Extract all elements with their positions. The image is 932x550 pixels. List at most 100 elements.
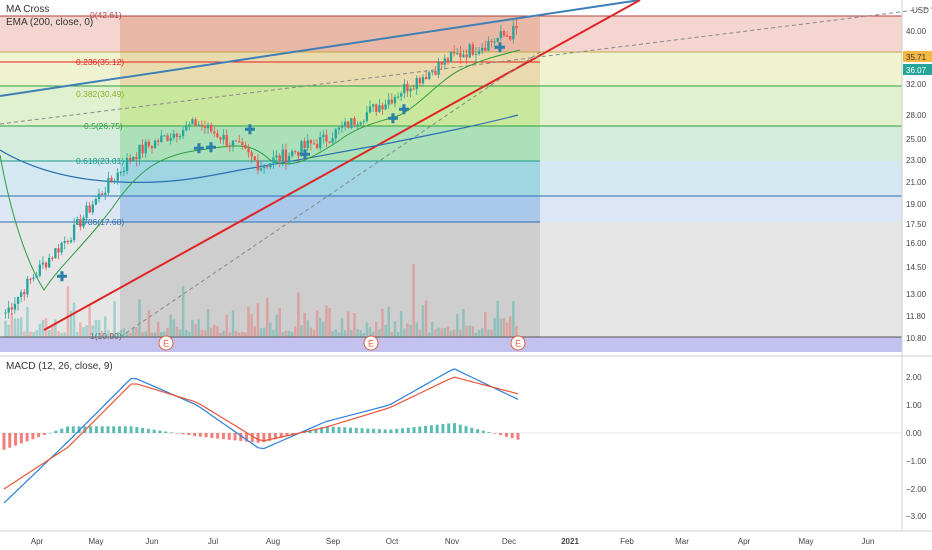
fib-diagonal-line xyxy=(119,51,541,338)
fib-label-0382: 0.382(30.49) xyxy=(76,89,124,99)
volume-bar xyxy=(424,300,428,337)
volume-bar xyxy=(29,331,32,337)
cross-marker: ✚ xyxy=(300,147,311,162)
candle-body xyxy=(452,51,456,54)
macd-histogram-bar xyxy=(435,424,439,433)
macd-histogram-bar xyxy=(204,433,208,438)
volume-bar xyxy=(384,324,387,337)
macd-histogram-bar xyxy=(100,426,104,433)
volume-bar xyxy=(13,318,17,337)
signal-line xyxy=(3,376,519,490)
candle-body xyxy=(303,141,306,148)
volume-bar xyxy=(502,318,506,337)
fib-label-0618: 0.618(23.01) xyxy=(76,156,124,166)
time-tick: May xyxy=(798,537,813,546)
macd-histogram-bar xyxy=(216,433,220,439)
volume-bar xyxy=(371,331,375,337)
volume-bar xyxy=(455,314,459,337)
candle-body xyxy=(381,105,384,110)
fib-zone-0618-left xyxy=(0,161,120,196)
volume-bar xyxy=(315,310,319,337)
candle-body xyxy=(325,134,328,142)
candle-body xyxy=(10,307,13,310)
macd-histogram-bar xyxy=(221,433,225,440)
earnings-marker[interactable]: E xyxy=(510,335,526,351)
cross-marker: ✚ xyxy=(206,140,217,155)
macd-histogram-bar xyxy=(412,427,416,433)
candle-body xyxy=(69,240,73,243)
macd-histogram-bar xyxy=(141,427,145,433)
volume-bar xyxy=(446,326,450,337)
macd-axis[interactable]: 2.00 1.00 0.00 −1.00 −2.00 −3.00 xyxy=(906,373,927,521)
candle-body xyxy=(300,141,303,157)
earnings-markers[interactable]: E E E xyxy=(158,335,526,351)
price-tick: 21.00 xyxy=(906,178,927,187)
volume-bar xyxy=(496,300,500,337)
volume-bar xyxy=(97,320,101,337)
volume-bar xyxy=(359,330,362,337)
candle-body xyxy=(225,134,228,146)
volume-bar xyxy=(60,332,63,337)
candle-body xyxy=(41,262,45,265)
volume-bar xyxy=(200,329,204,337)
candle-body xyxy=(356,124,359,126)
macd-histogram-bar xyxy=(14,433,18,446)
volume-bar xyxy=(340,317,344,337)
volume-bar xyxy=(337,332,341,337)
candle-body xyxy=(82,217,85,227)
earnings-marker[interactable]: E xyxy=(363,335,379,351)
macd-histogram-bar xyxy=(470,427,474,433)
price-badge-upper-text: 35.71 xyxy=(906,53,927,62)
candle-body xyxy=(396,96,400,98)
candle-body xyxy=(216,133,219,138)
price-axis[interactable]: USD 40.00 32.00 28.00 25.00 23.00 21.00 … xyxy=(901,0,932,530)
time-axis[interactable]: Apr May Jun Jul Aug Sep Oct Nov Dec 2021… xyxy=(0,530,932,546)
candle-body xyxy=(462,54,465,58)
price-badge-lower-text: 36.07 xyxy=(906,66,927,75)
candle-body xyxy=(97,193,101,199)
volume-bar xyxy=(499,318,503,337)
macd-histogram-bar xyxy=(193,433,197,437)
volume-bar xyxy=(281,331,285,337)
lower-trend-line xyxy=(43,0,641,331)
macd-histogram-bar xyxy=(452,423,456,433)
macd-histogram-bar xyxy=(516,433,520,440)
macd-histogram-bar xyxy=(441,424,445,433)
earnings-marker[interactable]: E xyxy=(158,335,174,351)
fib-zone-0786 xyxy=(120,196,540,222)
macd-histogram-bar xyxy=(48,432,52,434)
volume-bar xyxy=(228,332,232,337)
macd-tick: −1.00 xyxy=(906,457,927,466)
volume-bar xyxy=(484,312,487,337)
macd-histogram-bar xyxy=(349,427,353,433)
time-tick: Dec xyxy=(502,537,516,546)
candle-body xyxy=(222,134,225,140)
candle-body xyxy=(509,36,512,40)
price-tick: 28.00 xyxy=(906,111,927,120)
candle-body xyxy=(465,54,468,58)
volume-bar xyxy=(440,328,443,337)
volume-bar xyxy=(7,324,10,337)
volume-bar xyxy=(10,313,14,337)
volume-bar xyxy=(378,329,381,337)
macd-histogram-bar xyxy=(187,433,191,436)
macd-histogram-bar xyxy=(129,426,133,433)
candle-body xyxy=(337,127,341,130)
macd-histogram-bar xyxy=(331,426,335,433)
candle-body xyxy=(350,118,353,128)
volume-bar xyxy=(259,328,263,337)
fib-zone-05-ext xyxy=(540,126,902,161)
candle-body xyxy=(85,205,88,218)
volume-bar xyxy=(325,305,328,337)
macd-histogram-bar xyxy=(418,426,422,433)
volume-bar xyxy=(22,331,26,337)
macd-histogram-bar xyxy=(458,424,462,433)
price-tick: 23.00 xyxy=(906,156,927,165)
candle-body xyxy=(424,77,428,80)
candle-body xyxy=(331,138,334,143)
volume-bar xyxy=(287,330,291,337)
volume-bar xyxy=(91,325,95,337)
macd-histogram-bar xyxy=(66,426,70,433)
volume-bar xyxy=(35,330,38,337)
candle-body xyxy=(54,248,57,259)
